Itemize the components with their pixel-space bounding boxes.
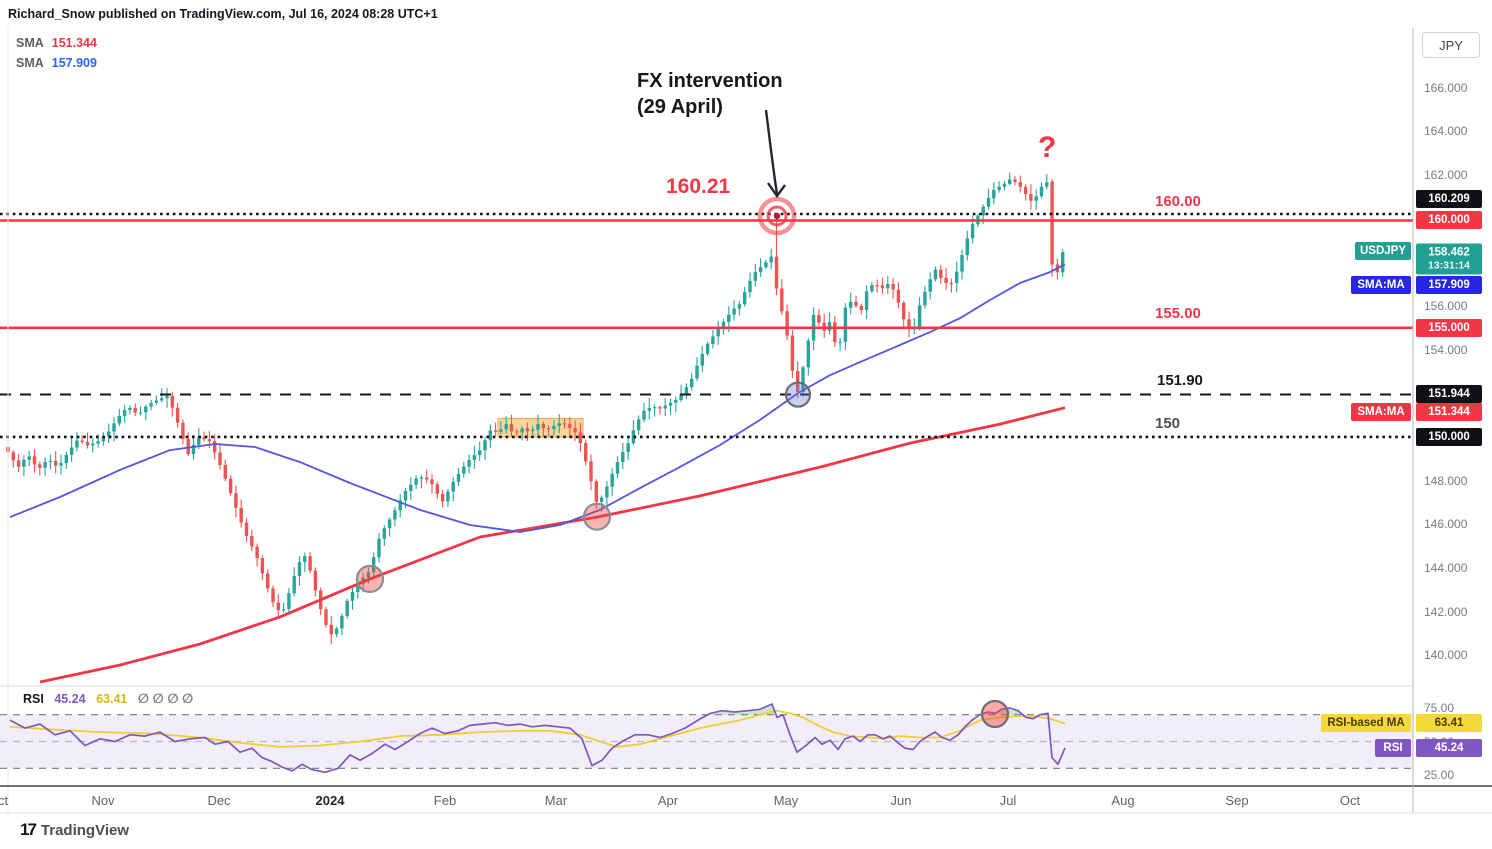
time-axis-label-Jul[interactable]: Jul [999, 793, 1017, 808]
price-chip-45.24: 45.24 [1416, 739, 1482, 757]
spike-price-annotation: 160.21 [666, 175, 731, 198]
rsi-empty-params: ∅ ∅ ∅ ∅ [137, 691, 194, 706]
time-axis-label-Feb[interactable]: Feb [433, 793, 457, 808]
intervention-circle-dot [773, 212, 781, 220]
price-axis-label-144.000[interactable]: 144.000 [1424, 561, 1468, 575]
price-axis-label-148.000[interactable]: 148.000 [1424, 474, 1468, 488]
time-axis-label-Oct[interactable]: Oct [1339, 793, 1361, 808]
price-chip-160.000: 160.000 [1416, 211, 1482, 229]
price-axis-label-154.000[interactable]: 154.000 [1424, 343, 1468, 357]
marker-circle-1 [582, 502, 612, 531]
price-chip-158.462: 158.462 13:31:14 [1416, 243, 1482, 275]
rsi-ma-value: 63.41 [96, 692, 128, 706]
series-label-chip-2-SMA:MA: SMA:MA [1351, 403, 1411, 421]
price-chip-157.909: 157.909 [1416, 276, 1482, 294]
level-annotation-155.00: 155.00 [1155, 305, 1201, 322]
time-axis-label-Mar[interactable]: Mar [544, 793, 568, 808]
price-axis-label-142.000[interactable]: 142.000 [1424, 605, 1468, 619]
time-axis-label-Nov[interactable]: Nov [91, 793, 115, 808]
legend-sma-slow[interactable]: SMA 151.344 [16, 36, 97, 50]
price-axis-label-146.000[interactable]: 146.000 [1424, 517, 1468, 531]
time-axis-label-Aug[interactable]: Aug [1111, 793, 1135, 808]
price-axis-label-25.00[interactable]: 25.00 [1424, 768, 1455, 782]
price-axis-label-140.000[interactable]: 140.000 [1424, 648, 1468, 662]
level-annotation-151.90: 151.90 [1157, 372, 1203, 389]
price-chip-151.944: 151.944 [1416, 385, 1482, 403]
legend-sma-fast-value: 157.909 [51, 56, 97, 70]
price-axis-label-162.000[interactable]: 162.000 [1424, 168, 1468, 182]
price-axis-label-75.00[interactable]: 75.00 [1424, 701, 1455, 715]
legend-sma-slow-label: SMA [16, 36, 44, 50]
price-chip-63.41: 63.41 [1416, 714, 1482, 732]
level-annotation-160.00: 160.00 [1155, 193, 1201, 210]
intervention-circle-inner [766, 205, 788, 227]
price-chip-160.209: 160.209 [1416, 190, 1482, 208]
fx-intervention-line2: (29 April) [637, 96, 723, 118]
time-axis-label-Dec[interactable]: Dec [207, 793, 231, 808]
legend-sma-fast[interactable]: SMA 157.909 [16, 56, 97, 70]
tradingview-logo[interactable]: 17 TradingView [20, 820, 129, 840]
level-annotation-150: 150 [1155, 415, 1181, 432]
consolidation-box [497, 417, 584, 438]
price-axis-label-166.000[interactable]: 166.000 [1424, 81, 1468, 95]
time-axis-label-Sep[interactable]: Sep [1225, 793, 1249, 808]
marker-circle-0 [355, 564, 385, 594]
time-axis-label-Apr[interactable]: Apr [657, 793, 679, 808]
publish-byline: Richard_Snow published on TradingView.co… [8, 7, 438, 21]
question-mark-annotation: ? [1038, 131, 1057, 164]
fx-intervention-line1: FX intervention [637, 70, 783, 92]
price-chip-151.344: 151.344 [1416, 403, 1482, 421]
price-chip-155.000: 155.000 [1416, 319, 1482, 337]
marker-circle-2 [784, 381, 812, 408]
rsi-value: 45.24 [54, 692, 86, 706]
rsi-ma-line [9, 709, 1066, 748]
series-label-chip-1-SMA:MA: SMA:MA [1351, 276, 1411, 294]
time-axis-label-May[interactable]: May [773, 793, 799, 808]
intervention-arrowhead [767, 182, 786, 199]
rsi-pane-header[interactable]: RSI 45.24 63.41 ∅ ∅ ∅ ∅ [16, 691, 193, 707]
series-label-chip-0-USDJPY: USDJPY [1355, 242, 1411, 260]
time-axis-label-Jun[interactable]: Jun [890, 793, 912, 808]
intervention-arrow [764, 109, 779, 195]
series-label-chip-3-RSI-based MA: RSI-based MA [1321, 714, 1411, 732]
tradingview-logo-icon: 17 [20, 820, 37, 839]
rsi-overbought-fill [707, 704, 776, 715]
marker-circle-3 [980, 699, 1010, 729]
fx-intervention-annotation: FX intervention (29 April) [637, 68, 783, 120]
intervention-circle-outer [757, 196, 797, 236]
series-label-chip-4-RSI: RSI [1375, 739, 1411, 757]
legend-sma-fast-label: SMA [16, 56, 44, 70]
rsi-line [9, 703, 1066, 774]
price-scale-currency-button[interactable]: JPY [1422, 32, 1480, 58]
currency-button-label: JPY [1439, 37, 1463, 53]
rsi-title: RSI [23, 692, 44, 706]
sma-fast-line [9, 263, 1066, 533]
tradingview-logo-text: TradingView [40, 821, 130, 839]
time-axis-label-ct[interactable]: ct [0, 793, 9, 808]
candlestick-series [6, 172, 1065, 645]
price-axis-label-164.000[interactable]: 164.000 [1424, 124, 1468, 138]
price-chip-150.000: 150.000 [1416, 428, 1482, 446]
price-axis-label-156.000[interactable]: 156.000 [1424, 299, 1468, 313]
time-axis-label-2024[interactable]: 2024 [315, 793, 345, 808]
legend-sma-slow-value: 151.344 [51, 36, 97, 50]
sma-slow-line [39, 406, 1066, 684]
